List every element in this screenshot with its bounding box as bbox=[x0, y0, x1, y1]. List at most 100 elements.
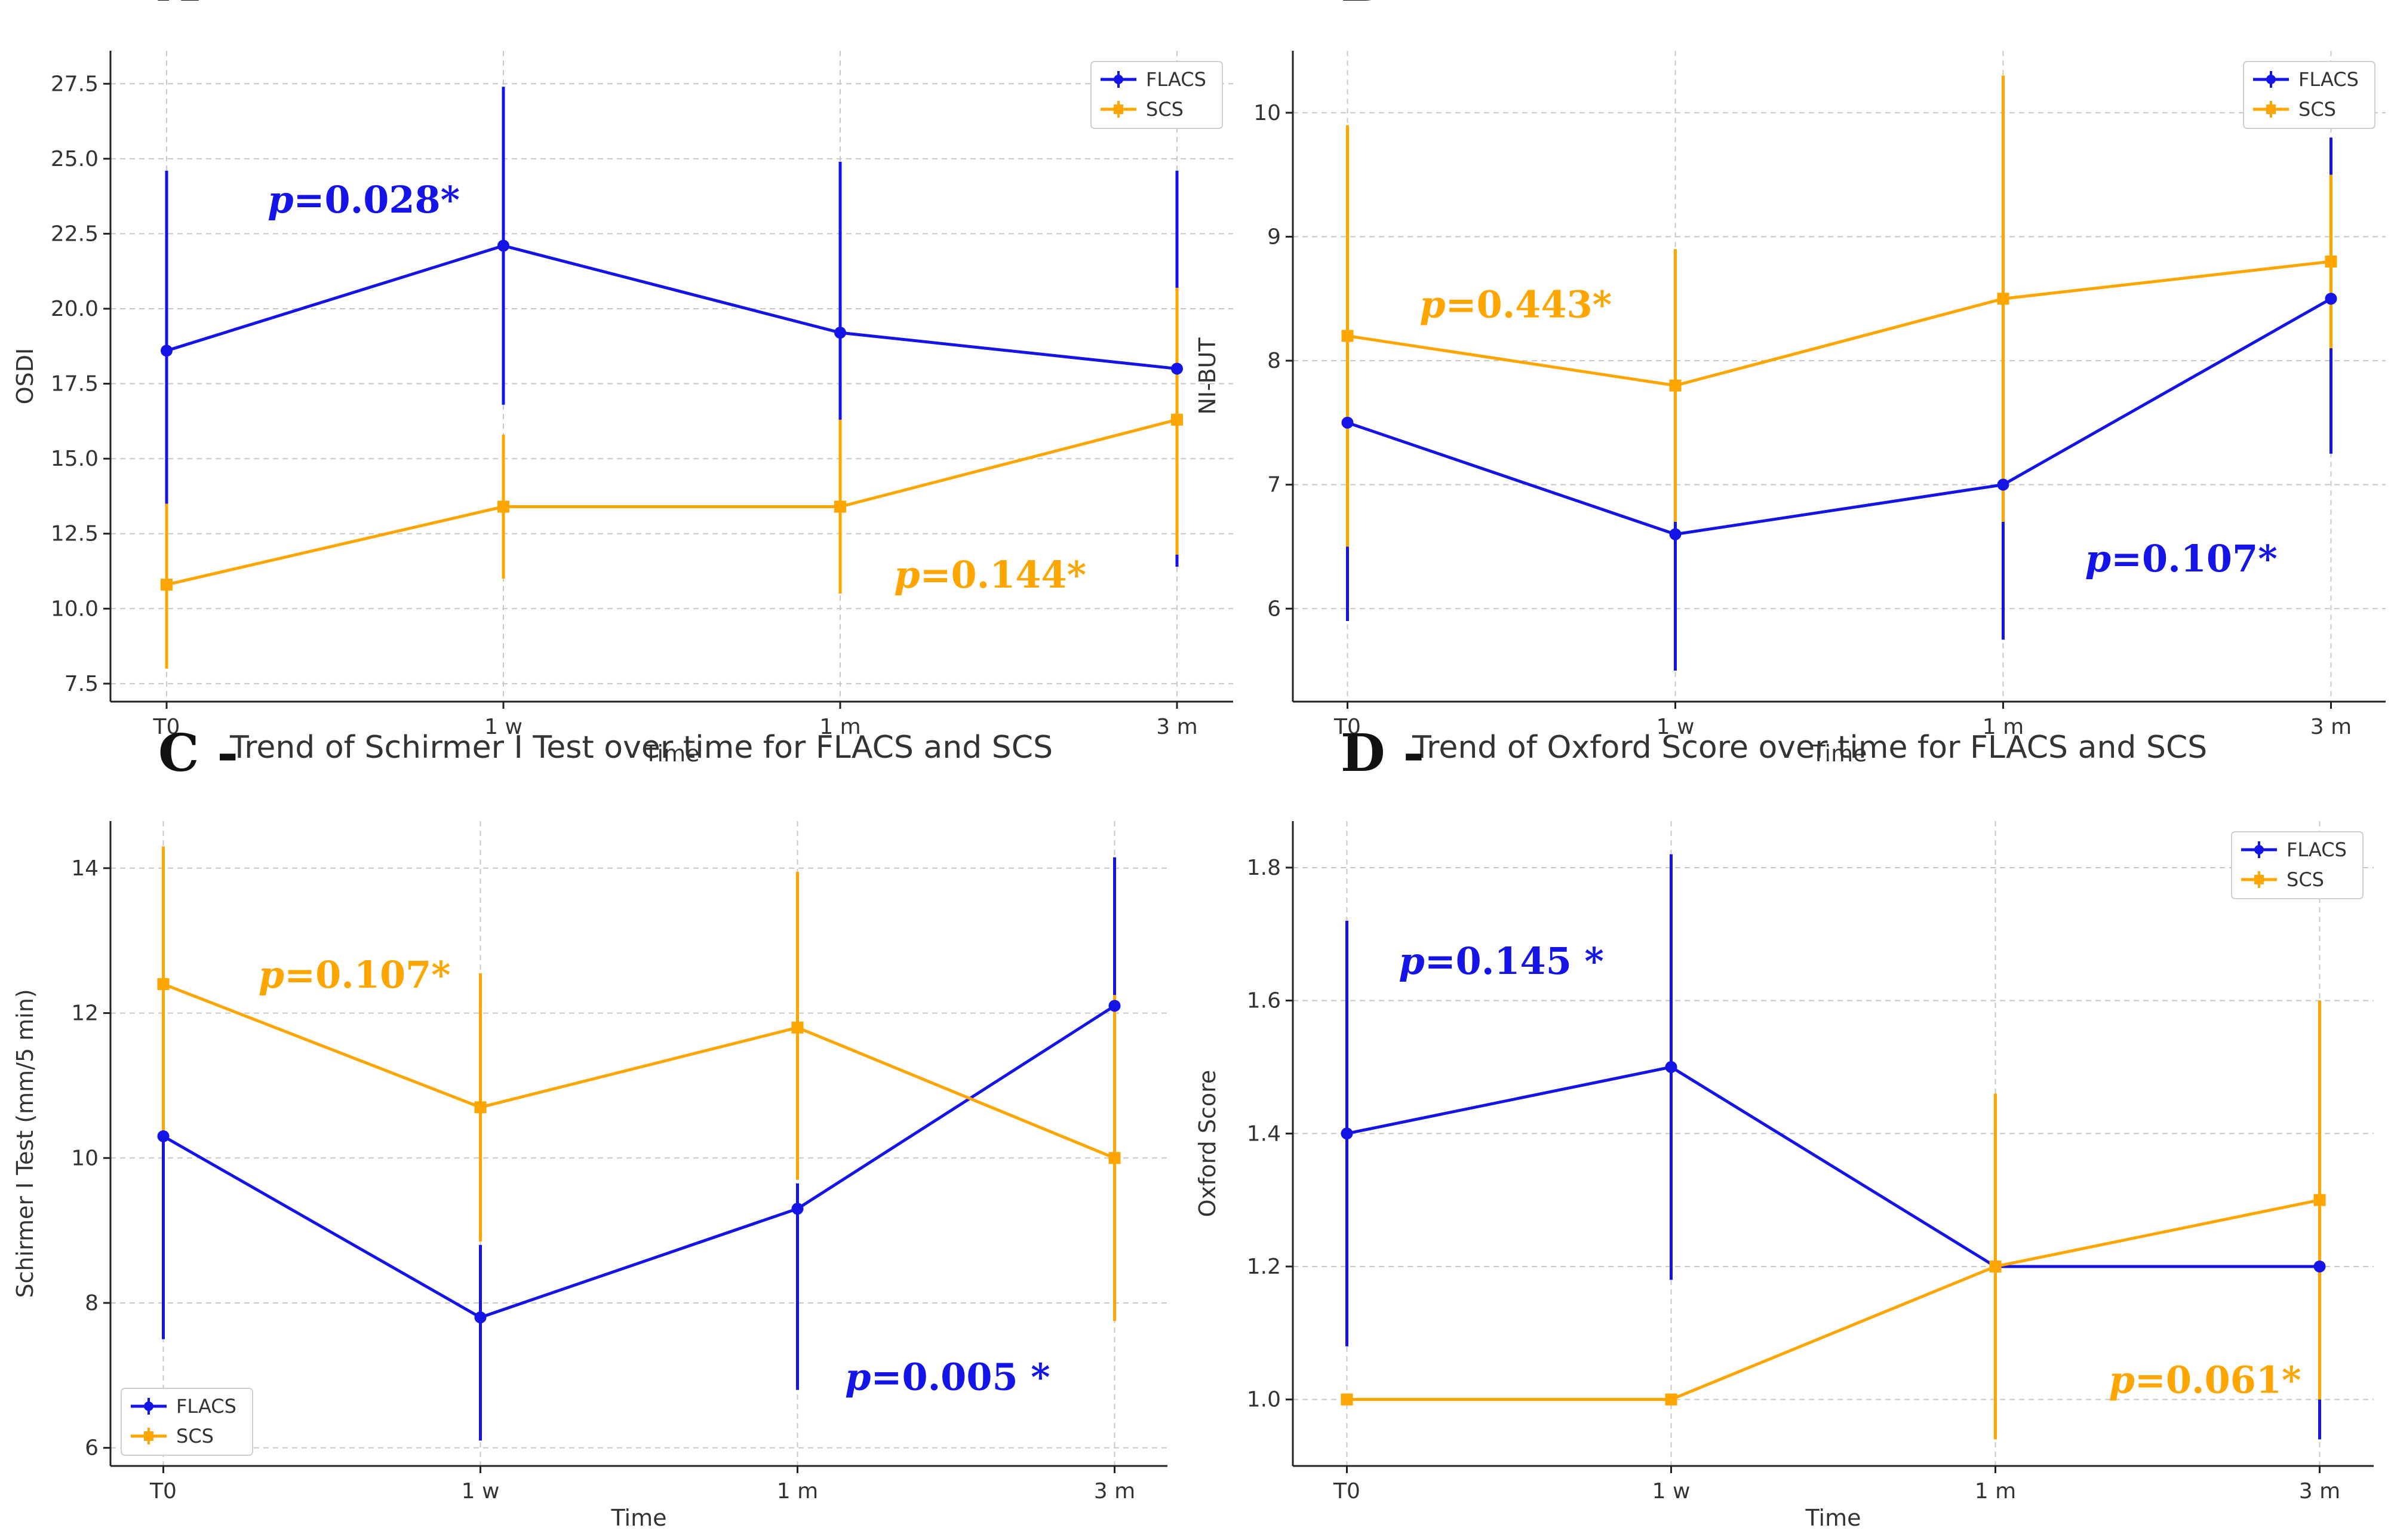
scs-series-line bbox=[162, 982, 1115, 1160]
x-tick-label: T0 bbox=[149, 1479, 177, 1504]
x-tick-label: 1 w bbox=[1657, 715, 1695, 739]
legend-label: SCS bbox=[176, 1425, 214, 1447]
p-value-annotation: p=0.107* bbox=[2085, 537, 2278, 580]
legend-label: SCS bbox=[2298, 98, 2336, 121]
legend-swatch-marker bbox=[144, 1431, 153, 1441]
scs-point bbox=[1171, 413, 1183, 426]
legend-label: FLACS bbox=[2286, 838, 2347, 861]
flacs-series-line bbox=[162, 1004, 1115, 1319]
p-value-text: =0.107* bbox=[2111, 537, 2278, 580]
p-value-symbol: p bbox=[259, 953, 284, 997]
panel-letter: A - bbox=[158, 0, 237, 13]
x-tick-label: T0 bbox=[153, 715, 180, 739]
x-axis-label: Time bbox=[644, 740, 700, 767]
scs-series-line bbox=[1347, 260, 2331, 388]
flacs-point bbox=[1669, 528, 1682, 540]
flacs-point bbox=[791, 1203, 804, 1215]
legend-swatch-marker bbox=[2254, 845, 2264, 854]
legend-swatch-marker bbox=[1114, 75, 1123, 84]
p-value-annotation: p=0.061* bbox=[2109, 1358, 2301, 1402]
flacs-point bbox=[2313, 1260, 2326, 1272]
x-tick-label: T0 bbox=[1333, 1479, 1360, 1504]
legend-swatch-marker bbox=[2254, 875, 2264, 884]
flacs-series-line bbox=[166, 244, 1178, 370]
y-tick-label: 7.5 bbox=[64, 672, 99, 696]
chart-title: Trend of Schirmer I Test over time for F… bbox=[229, 730, 1053, 766]
y-tick-label: 6 bbox=[85, 1436, 99, 1461]
scs-point bbox=[1997, 293, 2009, 305]
y-tick-label: 12.5 bbox=[51, 522, 99, 546]
scs-series-line bbox=[1347, 1198, 2321, 1401]
p-value-symbol: p bbox=[1419, 282, 1445, 326]
x-tick-label: 1 m bbox=[1975, 1479, 2016, 1504]
p-value-text: =0.443* bbox=[1446, 282, 1612, 326]
x-tick-label: 1 m bbox=[777, 1479, 818, 1504]
y-axis-label: Schirmer I Test (mm/5 min) bbox=[12, 989, 38, 1298]
flacs-point bbox=[1341, 416, 1354, 429]
flacs-point bbox=[1665, 1061, 1677, 1073]
y-tick-label: 7 bbox=[1267, 473, 1281, 497]
flacs-point bbox=[1997, 478, 2009, 491]
x-tick-label: 3 m bbox=[2310, 715, 2352, 739]
legend-swatch-marker bbox=[144, 1401, 153, 1411]
y-tick-label: 8 bbox=[1267, 349, 1281, 373]
x-tick-label: 1 m bbox=[819, 715, 860, 739]
y-tick-label: 9 bbox=[1267, 225, 1281, 249]
y-axis-label: Oxford Score bbox=[1194, 1070, 1221, 1218]
y-tick-label: 10 bbox=[71, 1146, 99, 1170]
p-value-annotation: p=0.028* bbox=[268, 178, 460, 222]
chart-panel-schirmer: 6 8 10 12 14 T0 1 w 1 m 3 m Time Schirmer I Test (… bbox=[12, 723, 1167, 1531]
x-tick-label: 3 m bbox=[1094, 1479, 1135, 1504]
flacs-series-line bbox=[1347, 297, 2332, 536]
y-axis-label: NI-BUT bbox=[1194, 337, 1221, 415]
p-value-symbol: p bbox=[268, 178, 293, 222]
x-tick-label: 1 w bbox=[462, 1479, 500, 1504]
panel-letter: D - bbox=[1341, 723, 1424, 783]
x-tick-label: T0 bbox=[1333, 715, 1361, 739]
scs-point bbox=[1989, 1260, 2002, 1272]
y-tick-label: 10.0 bbox=[51, 597, 99, 621]
x-axis-label: Time bbox=[1805, 1505, 1861, 1531]
scs-point bbox=[1669, 379, 1682, 392]
x-axis-label: Time bbox=[1811, 740, 1867, 767]
y-tick-label: 22.5 bbox=[51, 222, 99, 246]
p-value-annotation: p=0.107* bbox=[259, 953, 451, 997]
scs-point bbox=[2313, 1194, 2326, 1206]
y-axis-label: OSDI bbox=[12, 348, 38, 405]
p-value-text: =0.028* bbox=[294, 178, 460, 222]
flacs-point bbox=[1171, 362, 1183, 375]
p-value-annotation: p=0.145 * bbox=[1399, 939, 1603, 983]
chart-panel-osdi: 7.5 10.0 12.5 15.0 17.5 20.0 22.5 25.0 27.5 T0 1 w… bbox=[12, 0, 1233, 767]
x-tick-label: 1 w bbox=[1652, 1479, 1691, 1504]
p-value-symbol: p bbox=[845, 1355, 871, 1399]
flacs-point bbox=[1108, 1000, 1121, 1012]
flacs-point bbox=[497, 239, 509, 252]
scs-series-line bbox=[166, 418, 1178, 586]
legend-swatch-marker bbox=[1114, 104, 1123, 114]
flacs-point bbox=[157, 1130, 170, 1142]
y-tick-label: 8 bbox=[85, 1291, 99, 1315]
y-tick-label: 14 bbox=[71, 856, 99, 881]
scs-point bbox=[1341, 330, 1354, 342]
y-tick-label: 1.2 bbox=[1247, 1255, 1281, 1279]
scs-point bbox=[791, 1021, 804, 1034]
y-tick-label: 12 bbox=[71, 1001, 99, 1026]
y-tick-label: 1.6 bbox=[1247, 989, 1281, 1013]
p-value-annotation: p=0.005 * bbox=[845, 1355, 1050, 1399]
y-tick-label: 1.8 bbox=[1247, 856, 1281, 880]
y-tick-label: 1.0 bbox=[1247, 1388, 1281, 1412]
p-value-symbol: p bbox=[894, 553, 920, 597]
y-tick-label: 6 bbox=[1267, 597, 1281, 621]
legend-label: FLACS bbox=[176, 1395, 236, 1418]
y-tick-label: 15.0 bbox=[51, 447, 99, 471]
x-tick-label: 3 m bbox=[2299, 1479, 2340, 1504]
scs-point bbox=[1108, 1152, 1121, 1164]
legend-swatch-marker bbox=[2266, 75, 2276, 84]
legend-label: SCS bbox=[1146, 98, 1184, 121]
p-value-symbol: p bbox=[1399, 939, 1424, 983]
flacs-point bbox=[161, 345, 173, 357]
y-tick-label: 10 bbox=[1253, 101, 1281, 125]
p-value-text: =0.061* bbox=[2135, 1358, 2301, 1402]
p-value-annotation: p=0.443* bbox=[1419, 282, 1612, 326]
